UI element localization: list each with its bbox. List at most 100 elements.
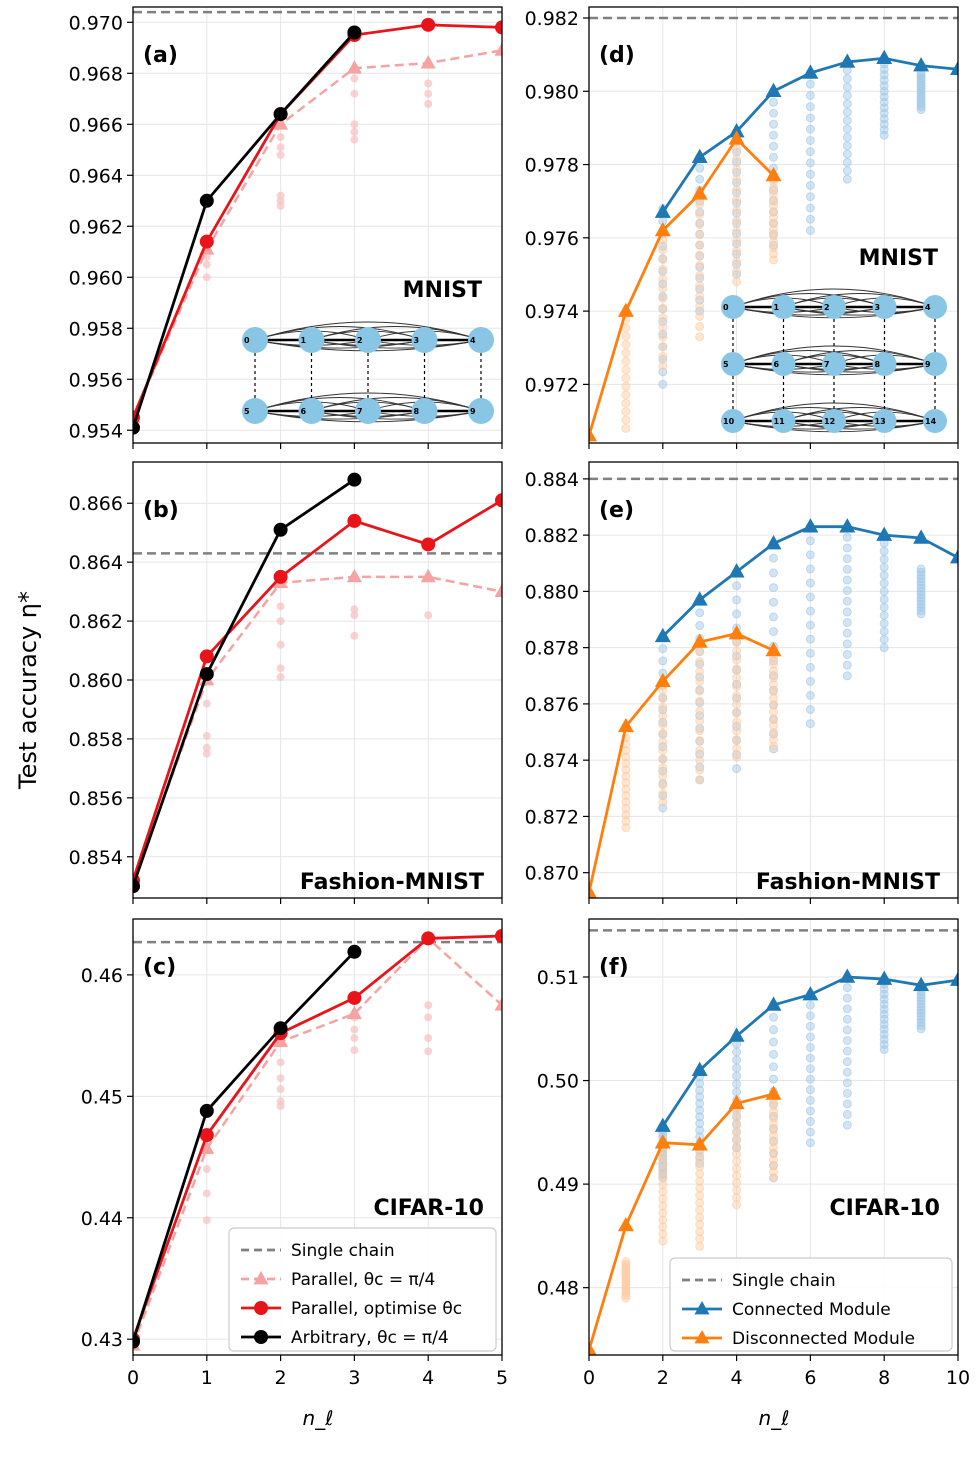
inset-node [721,295,745,319]
series-parallel-line [133,575,502,884]
scatter-disconnected-point [695,706,705,716]
scatter-disconnected-point [769,741,778,751]
series-disconnected-marker [765,167,782,182]
scatter-point [424,99,433,108]
scatter-connected-point [658,717,668,727]
scatter-disconnected-point [658,1208,668,1218]
scatter-disconnected-point [732,1178,742,1188]
scatter-connected-point [732,167,742,177]
scatter-disconnected-point [769,700,778,710]
scatter-connected-point [842,554,852,564]
scatter-disconnected-point [695,199,705,209]
x-tick-label: 0 [583,1367,595,1389]
scatter-connected-point [805,1042,815,1052]
scatter-disconnected-point [732,1171,742,1181]
panel-c: 0 1 2 3 4 5 0.43 0.44 0.45 0.46 (c) CIFAR-10 [81,918,508,1389]
scatter-disconnected-point [658,293,668,303]
scatter-connected-point [842,649,852,659]
y-tick-label: 0.862 [69,611,123,633]
x-tick-label: 2 [275,1367,287,1389]
scatter-disconnected-point [695,745,705,755]
axes-frame [588,461,959,899]
scatter-disconnected-point [658,737,668,747]
scatter-disconnected-point [621,784,631,794]
scatter-disconnected-point [695,686,705,696]
scatter-disconnected-point [769,673,778,683]
legend-right: Single chain Connected Module Disconnected… [669,1257,953,1352]
series-arbitrary-marker [133,1334,140,1349]
scatter-connected-point [732,764,742,774]
series-disconnected-marker [765,1085,782,1100]
inset-node [468,327,494,353]
dataset-label: Fashion-MNIST [300,870,484,895]
scatter-connected-point [916,1024,926,1034]
series-optimise-marker [199,234,214,249]
scatter-disconnected-point [732,717,742,727]
scatter-disconnected-point [621,771,631,781]
scatter-connected-point [769,1012,778,1022]
legend-left: Single chain Parallel, θc = π/4 Parallel, … [228,1227,497,1352]
scatter-point [202,273,211,282]
scatter-disconnected-point [621,348,631,358]
scatter-connected-point [842,1120,852,1130]
scatter-disconnected-point [695,301,705,311]
scatter-connected-point [805,1074,815,1084]
inset-node-label: 2 [357,336,363,345]
y-tick-label: 0.970 [69,12,123,34]
y-tick-label: 0.964 [69,165,123,187]
figure-ylabel: Test accuracy η* [14,591,42,790]
scatter-point [276,191,285,200]
legend-label: Connected Module [732,1300,891,1320]
scatter-point [424,1013,433,1022]
legend-marker [254,1301,268,1315]
scatter-disconnected-point [732,664,742,674]
series-connected-marker [802,518,819,533]
panel-b: 0.854 0.856 0.858 0.860 0.862 0.864 0.866 (b) Fa… [69,461,503,904]
scatter-disconnected-point [695,1205,705,1215]
series-connected-marker [913,976,930,992]
scatter-disconnected-point [621,415,631,425]
scatter-connected-point [805,1064,815,1074]
y-tick-label: 0.46 [81,965,123,987]
scatter-connected-point [732,239,742,249]
legend-label: Parallel, optimise θc [291,1299,462,1319]
scatter-connected-point [842,1025,852,1035]
scatter-disconnected-point [695,1162,705,1172]
scatter-point [202,749,211,758]
scatter-disconnected-point [658,1236,668,1246]
scatter-disconnected-point [695,647,705,657]
scatter-connected-point [879,1039,889,1049]
scatter-disconnected-point [695,657,705,667]
scatter-disconnected-point [658,1180,668,1190]
scatter-connected-point [769,568,778,578]
scatter-disconnected-point [621,1259,631,1269]
scatter-connected-point [805,705,815,715]
inset-node [872,295,897,319]
scatter-disconnected-point [732,1113,742,1123]
scatter-connected-point [805,79,815,89]
panel-e: 0.870 0.872 0.874 0.876 0.878 0.880 0.882 0.884… [525,461,959,904]
dataset-label: CIFAR-10 [373,1196,484,1221]
scatter-disconnected-point [695,696,705,706]
scatter-point [350,605,359,614]
inset-node-label: 10 [723,417,735,426]
y-tick-label: 0.51 [537,967,579,989]
series-optimise-line [133,23,502,419]
scatter-point [276,673,285,682]
series-optimise-marker [421,537,436,552]
scatter-disconnected-point [769,734,778,744]
y-tick-label: 0.982 [525,8,579,30]
scatter-disconnected-point [732,236,742,246]
axes-frame [132,461,503,899]
scatter-connected-point [732,259,742,269]
scatter-connected-point [805,719,815,729]
scatter-connected-point [695,621,705,631]
scatter-point [350,631,359,640]
scatter-disconnected-point [732,1193,742,1203]
scatter-connected-point [879,570,889,580]
scatter-connected-point [732,147,742,157]
scatter-disconnected-point [695,1241,705,1251]
series-optimise-line [133,499,502,881]
scatter-disconnected-point [732,646,742,656]
scatter-disconnected-point [695,726,705,736]
